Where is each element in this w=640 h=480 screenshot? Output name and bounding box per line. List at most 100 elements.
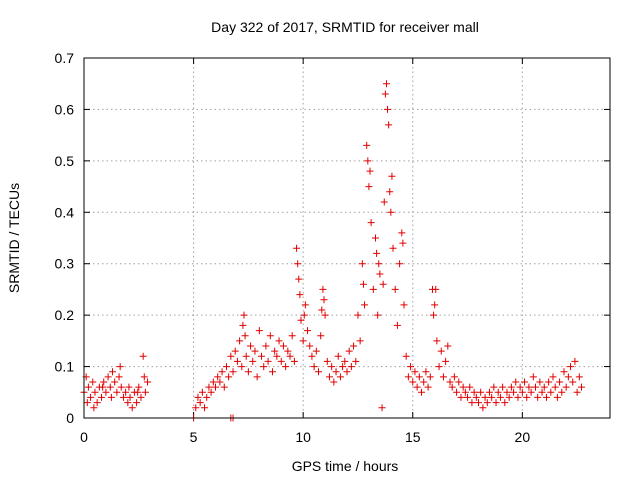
- data-point: [386, 188, 394, 196]
- data-point: [367, 219, 375, 227]
- data-point: [299, 337, 307, 345]
- data-point: [196, 399, 204, 407]
- data-point: [505, 393, 513, 401]
- data-point: [238, 363, 246, 371]
- data-point: [407, 363, 415, 371]
- data-point: [466, 383, 474, 391]
- data-point: [334, 352, 342, 360]
- y-axis-title: SRMTID / TECUs: [6, 183, 22, 293]
- data-point: [203, 393, 211, 401]
- data-point: [328, 363, 336, 371]
- data-point: [288, 332, 296, 340]
- y-tick-label: 0.5: [55, 153, 75, 169]
- data-point: [260, 363, 268, 371]
- data-point: [140, 373, 148, 381]
- data-point: [284, 347, 292, 355]
- data-point: [479, 404, 487, 412]
- data-point: [99, 383, 107, 391]
- data-point: [339, 363, 347, 371]
- data-point: [369, 285, 377, 293]
- data-point: [100, 378, 108, 386]
- data-point: [277, 357, 285, 365]
- data-point: [295, 275, 303, 283]
- data-point: [361, 301, 369, 309]
- data-point: [116, 363, 124, 371]
- data-point: [363, 141, 371, 149]
- data-point: [135, 383, 143, 391]
- data-point: [115, 373, 123, 381]
- data-point: [300, 311, 308, 319]
- data-point: [258, 352, 266, 360]
- data-point: [558, 388, 566, 396]
- data-point: [564, 373, 572, 381]
- data-point: [430, 311, 438, 319]
- data-point: [422, 368, 430, 376]
- data-point: [286, 352, 294, 360]
- data-point: [534, 393, 542, 401]
- data-point: [89, 378, 97, 386]
- data-point: [366, 167, 374, 175]
- x-tick-label: 0: [80, 429, 88, 445]
- data-point: [470, 388, 478, 396]
- data-point: [531, 383, 539, 391]
- data-point: [549, 373, 557, 381]
- y-tick-label: 0.3: [55, 256, 75, 272]
- data-point: [437, 347, 445, 355]
- data-point: [398, 229, 406, 237]
- data-point: [124, 399, 132, 407]
- data-point: [542, 393, 550, 401]
- data-point: [545, 378, 553, 386]
- data-point: [318, 306, 326, 314]
- data-point: [133, 399, 141, 407]
- data-point: [98, 393, 106, 401]
- y-tick-label: 0.4: [55, 204, 75, 220]
- data-point: [432, 285, 440, 293]
- data-point: [312, 347, 320, 355]
- data-point: [507, 383, 515, 391]
- data-point: [455, 378, 463, 386]
- data-point: [301, 301, 309, 309]
- data-point: [227, 352, 235, 360]
- data-point: [411, 368, 419, 376]
- data-point: [381, 90, 389, 98]
- data-point: [262, 342, 270, 350]
- data-point: [385, 121, 393, 129]
- data-point: [371, 234, 379, 242]
- data-point: [93, 399, 101, 407]
- data-point: [239, 321, 247, 329]
- data-point: [516, 383, 524, 391]
- data-point: [527, 388, 535, 396]
- data-point: [317, 332, 325, 340]
- data-point: [418, 388, 426, 396]
- data-point: [453, 388, 461, 396]
- data-point: [240, 311, 248, 319]
- data-point: [330, 378, 338, 386]
- data-point: [198, 388, 206, 396]
- data-point: [249, 357, 257, 365]
- data-point: [389, 244, 397, 252]
- data-point: [547, 388, 555, 396]
- data-point: [560, 368, 568, 376]
- data-point: [356, 337, 364, 345]
- plot-frame: [83, 57, 611, 419]
- data-point: [503, 388, 511, 396]
- data-point: [523, 393, 531, 401]
- chart-title: Day 322 of 2017, SRMTID for receiver mal…: [211, 19, 479, 35]
- data-point: [282, 363, 290, 371]
- data-point: [225, 373, 233, 381]
- data-point: [496, 393, 504, 401]
- data-point: [536, 378, 544, 386]
- data-point: [107, 393, 115, 401]
- data-point: [481, 393, 489, 401]
- data-point: [229, 368, 237, 376]
- data-point: [569, 378, 577, 386]
- data-point: [488, 393, 496, 401]
- data-point: [87, 393, 95, 401]
- data-point: [514, 393, 522, 401]
- data-point: [459, 383, 467, 391]
- data-point: [236, 337, 244, 345]
- data-point: [575, 373, 583, 381]
- data-point: [379, 280, 387, 288]
- x-axis-title: GPS time / hours: [292, 458, 399, 474]
- data-point: [518, 388, 526, 396]
